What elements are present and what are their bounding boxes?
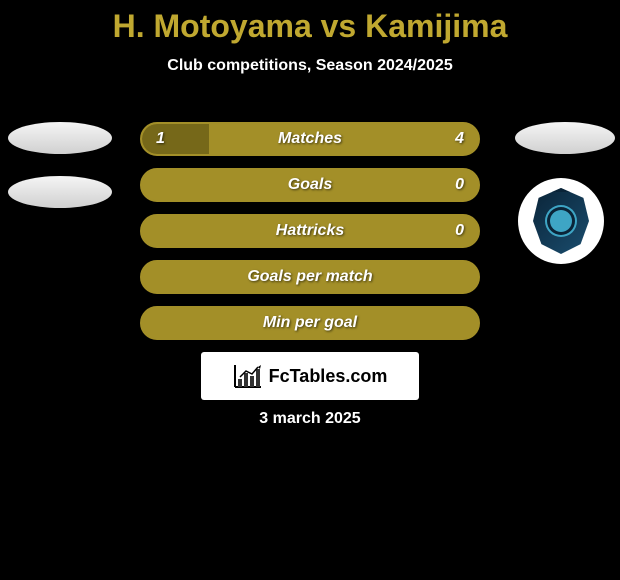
player-left-name: H. Motoyama [113, 8, 312, 44]
stat-label: Goals per match [247, 268, 372, 286]
player-right-name: Kamijima [365, 8, 507, 44]
ellipse-shape [8, 122, 112, 154]
stat-bar: 1 Matches 4 [140, 122, 480, 156]
stat-bar: Goals per match [140, 260, 480, 294]
stat-bar: Hattricks 0 [140, 214, 480, 248]
stats-bars: 1 Matches 4 Goals 0 Hattricks 0 Goals per match… [140, 122, 480, 352]
stat-value-right: 0 [455, 176, 464, 194]
stat-bar: Min per goal [140, 306, 480, 340]
comparison-title: H. Motoyama vs Kamijima [0, 0, 620, 45]
ellipse-shape [8, 176, 112, 208]
stat-value-right: 0 [455, 222, 464, 240]
fctables-logo: FcTables.com [201, 352, 419, 400]
date-label: 3 march 2025 [259, 410, 360, 428]
badge-gear [550, 210, 572, 232]
stat-label: Min per goal [263, 314, 357, 332]
stat-label: Matches [278, 130, 342, 148]
stat-value-right: 4 [455, 130, 464, 148]
badge-crown [547, 180, 575, 192]
stat-bar-fill-left [142, 124, 209, 154]
stat-value-left: 1 [156, 130, 165, 148]
badge-shield-icon [533, 188, 589, 254]
stat-label: Hattricks [276, 222, 344, 240]
vs-text: vs [321, 8, 357, 44]
stat-bar: Goals 0 [140, 168, 480, 202]
logo-text: FcTables.com [269, 366, 388, 387]
team-badge [518, 178, 604, 264]
stat-label: Goals [288, 176, 332, 194]
subtitle: Club competitions, Season 2024/2025 [0, 57, 620, 75]
left-team-placeholder [8, 122, 112, 230]
right-team-placeholder [515, 122, 615, 154]
chart-icon [233, 363, 263, 389]
